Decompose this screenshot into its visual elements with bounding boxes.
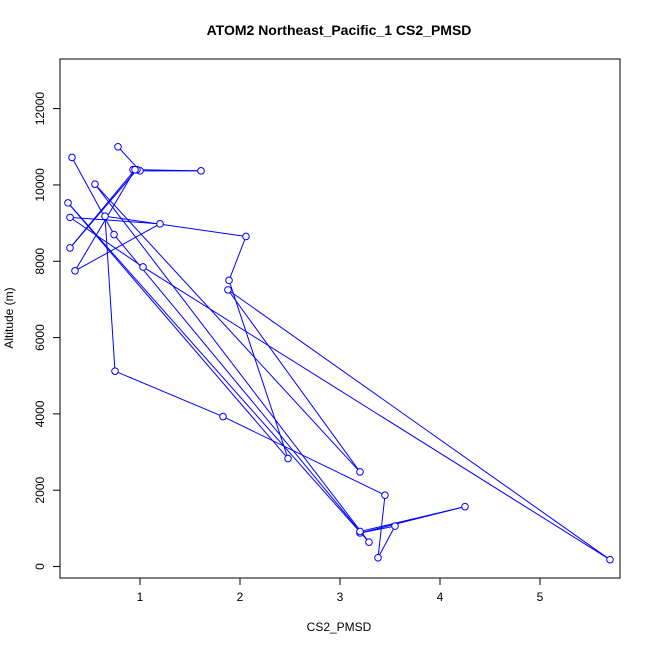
series-segment xyxy=(132,169,202,172)
data-point xyxy=(224,286,232,294)
x-axis: 1 2 3 4 5 xyxy=(137,577,544,604)
y-tick-label: 6000 xyxy=(33,324,47,351)
data-point xyxy=(64,199,72,207)
series-segment xyxy=(228,280,289,459)
series-segment xyxy=(377,525,396,559)
data-point xyxy=(356,527,364,536)
series-points xyxy=(64,142,614,564)
data-point xyxy=(156,220,164,228)
x-tick-label: 3 xyxy=(337,590,344,604)
series-segment xyxy=(67,202,370,543)
data-point xyxy=(197,167,205,175)
series-segment xyxy=(114,370,224,418)
data-point xyxy=(114,142,122,151)
series-segment xyxy=(94,183,370,543)
series-segment xyxy=(94,183,361,473)
x-tick-label: 1 xyxy=(137,590,144,604)
y-axis-label: Altitude (m) xyxy=(2,287,16,348)
data-point xyxy=(356,468,364,476)
data-point xyxy=(131,165,139,174)
data-point xyxy=(111,367,119,375)
series-segment xyxy=(69,169,136,249)
data-point xyxy=(606,555,614,564)
series-line xyxy=(67,146,611,561)
series-segment xyxy=(359,506,466,532)
data-point xyxy=(284,454,292,463)
data-point xyxy=(91,180,99,188)
data-point xyxy=(66,244,74,252)
y-tick-label: 4000 xyxy=(33,400,47,427)
data-point xyxy=(219,412,227,421)
data-point xyxy=(110,230,118,239)
data-point xyxy=(461,502,469,511)
series-segment xyxy=(104,216,116,372)
y-tick-label: 8000 xyxy=(33,248,47,275)
series-segment xyxy=(227,289,611,561)
data-point xyxy=(391,522,399,530)
chart-title: ATOM2 Northeast_Pacific_1 CS2_PMSD xyxy=(207,22,472,38)
series-segment xyxy=(222,416,386,496)
x-axis-label: CS2_PMSD xyxy=(307,620,372,634)
x-tick-label: 5 xyxy=(537,590,544,604)
series-segment xyxy=(227,289,361,473)
series-segment xyxy=(74,223,161,272)
series-segment xyxy=(67,202,289,459)
series-segment xyxy=(104,215,247,237)
x-tick-label: 4 xyxy=(437,590,444,604)
data-point xyxy=(101,212,109,221)
y-tick-label: 12000 xyxy=(33,92,47,126)
data-point xyxy=(242,232,250,241)
x-tick-label: 2 xyxy=(237,590,244,604)
data-point xyxy=(365,538,373,546)
data-point xyxy=(374,553,382,562)
data-point xyxy=(68,153,76,162)
series-segment xyxy=(71,157,115,235)
data-point xyxy=(381,491,389,499)
data-point xyxy=(225,276,233,285)
series-segment xyxy=(69,216,161,225)
y-axis: 0 2000 4000 6000 8000 10000 12000 xyxy=(33,92,61,570)
data-point xyxy=(66,213,74,222)
data-point xyxy=(71,266,79,275)
y-tick-label: 0 xyxy=(33,563,47,570)
y-tick-label: 10000 xyxy=(33,168,47,202)
series-segment xyxy=(228,236,247,281)
data-point xyxy=(139,263,147,271)
y-tick-label: 2000 xyxy=(33,477,47,504)
series-segment xyxy=(113,234,361,532)
series-segment xyxy=(142,266,611,561)
